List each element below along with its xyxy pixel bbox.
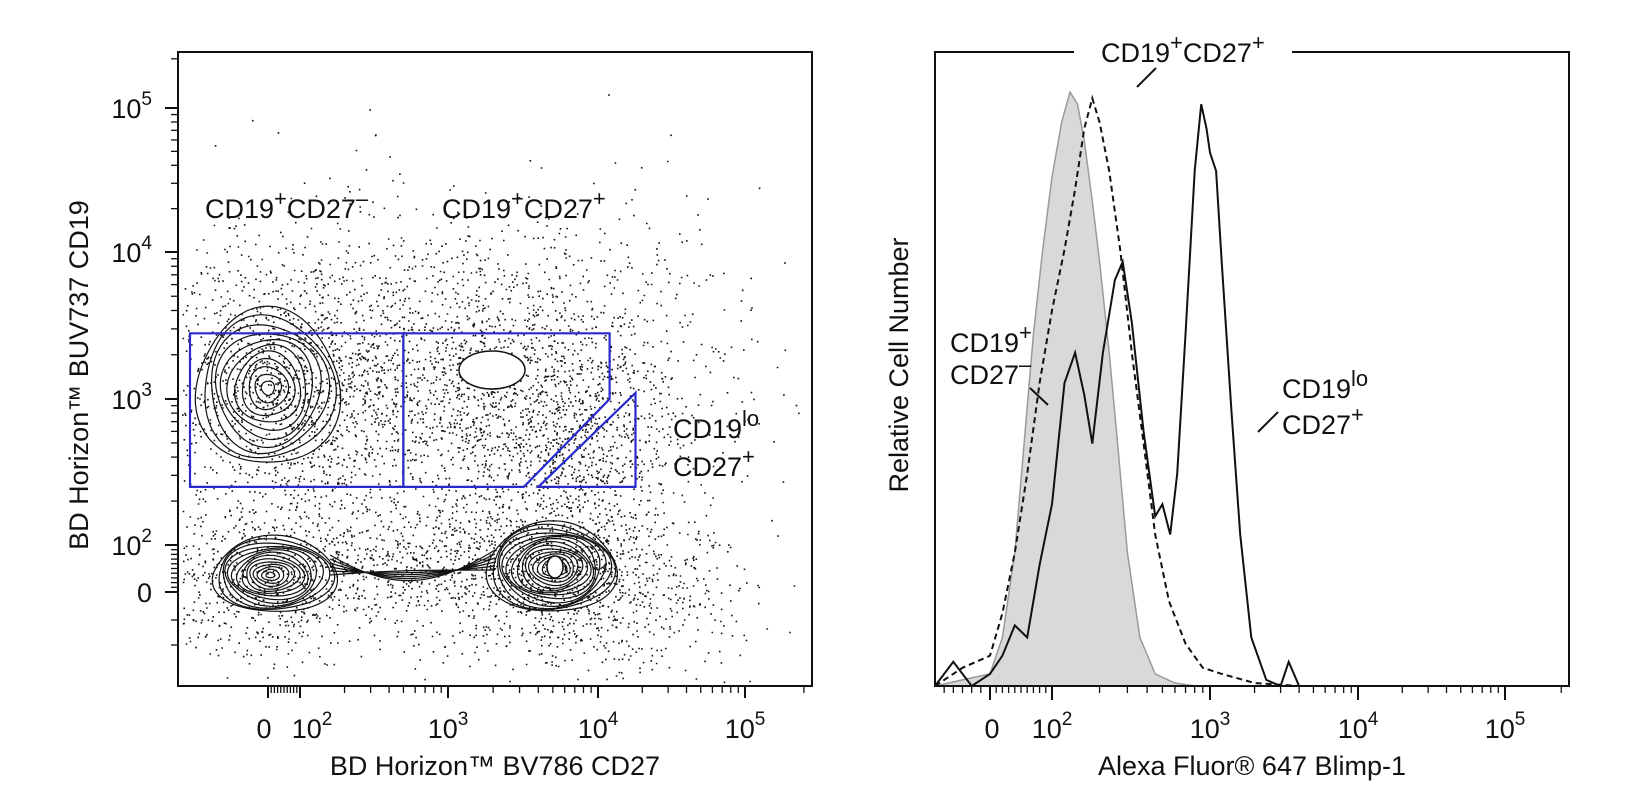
annotation-line: CD19+CD27+ bbox=[442, 186, 606, 224]
contour-cd19neg-cd27neg bbox=[230, 549, 312, 601]
dot-plot-y-tick-label: 103 bbox=[111, 380, 152, 415]
dot-plot-x-tick-label: 103 bbox=[428, 709, 469, 744]
dot-plot-x-tick-label: 105 bbox=[725, 709, 766, 744]
contour-cd19pos-cd27pos-core bbox=[458, 350, 526, 390]
dot-plot-label-cd19pos-cd27pos: CD19+CD27+ bbox=[442, 186, 606, 224]
contour-cd19pos-cd27neg bbox=[210, 324, 331, 455]
contour-cd19neg-cd27neg bbox=[222, 542, 331, 609]
contour-cd19pos-cd27neg bbox=[254, 373, 283, 404]
annotation-line: CD19+CD27– bbox=[205, 186, 369, 224]
contour-cd19neg-cd27neg bbox=[218, 538, 336, 611]
contour-bridge bbox=[329, 569, 496, 576]
histogram-x-tick-label: 105 bbox=[1485, 709, 1526, 744]
histogram-label-cd19pos-cd27pos: CD19+CD27+ bbox=[1101, 30, 1265, 68]
contour-cd19pos-cd27neg bbox=[219, 339, 314, 441]
leader-line bbox=[1136, 67, 1157, 88]
contour-cd19neg-cd27neg bbox=[252, 563, 290, 588]
dot-plot-y-tick-label: 0 bbox=[137, 578, 152, 608]
contour-cd19pos-cd27neg bbox=[241, 357, 296, 417]
histogram-y-axis-label: Relative Cell Number bbox=[884, 237, 914, 492]
contour-cd19pos-cd27neg bbox=[194, 305, 342, 463]
contour-cd19neg-cd27pos bbox=[492, 523, 617, 611]
contour-bridge bbox=[329, 557, 496, 578]
contour-cd19neg-cd27neg bbox=[226, 547, 318, 605]
dot-plot-x-tick-label: 0 bbox=[256, 714, 271, 744]
contour-cd19neg-cd27neg bbox=[249, 561, 296, 590]
histogram-series bbox=[934, 90, 1314, 688]
contour-cd19neg-cd27pos bbox=[510, 537, 595, 596]
leader-line bbox=[1257, 411, 1279, 433]
annotation-line: CD19+ bbox=[950, 320, 1032, 358]
contour-cd19neg-cd27pos-core bbox=[546, 555, 564, 579]
contour-cd19neg-cd27neg bbox=[261, 568, 280, 581]
contour-cd19neg-cd27neg bbox=[246, 558, 301, 592]
annotation-line: CD27+ bbox=[1282, 402, 1364, 440]
contour-cd19neg-cd27neg bbox=[241, 554, 306, 594]
annotation-line: CD19lo bbox=[673, 406, 759, 444]
contour-cd19pos-cd27neg bbox=[214, 333, 322, 449]
histogram-panel: 0 102 103 104 105 Alexa Fluor® 647 Blimp-1 R… bbox=[884, 30, 1570, 781]
histogram-x-tick-label: 102 bbox=[1032, 709, 1073, 744]
dot-plot-y-tick-label: 105 bbox=[111, 89, 152, 124]
histogram-series-dashed bbox=[934, 94, 1300, 687]
dot-plot-y-tick-label: 104 bbox=[111, 233, 152, 268]
dot-plot-x-ticks: 0 102 103 104 105 bbox=[256, 686, 805, 744]
annotation-line: CD27+ bbox=[673, 444, 755, 482]
contour-cd19pos-cd27neg bbox=[248, 366, 290, 411]
contour-cd19neg-cd27neg bbox=[265, 571, 276, 579]
annotation-line: CD27– bbox=[950, 352, 1032, 390]
dot-plot-x-tick-label: 104 bbox=[578, 709, 619, 744]
contour-cd19neg-cd27pos bbox=[501, 534, 601, 604]
contour-cd19neg-cd27pos bbox=[498, 532, 607, 607]
histogram-x-tick-label: 103 bbox=[1190, 709, 1231, 744]
contour-cd19neg-cd27pos bbox=[485, 520, 618, 612]
histogram-x-tick-label: 104 bbox=[1338, 709, 1379, 744]
contour-bridge bbox=[329, 549, 496, 582]
gate-1 bbox=[402, 332, 611, 488]
contour-cd19pos-cd27neg bbox=[204, 314, 337, 459]
contour-bridge bbox=[329, 553, 496, 580]
contour-cd19pos-cd27neg bbox=[226, 343, 307, 432]
contour-cd19neg-cd27neg bbox=[256, 566, 285, 584]
contour-cd19pos-cd27neg bbox=[233, 350, 302, 423]
histogram-title-gap bbox=[1074, 44, 1292, 60]
dot-plot-frame bbox=[177, 51, 813, 687]
dot-plot-label-cd19pos-cd27neg: CD19+CD27– bbox=[205, 186, 369, 224]
histogram-series-solid bbox=[934, 103, 1314, 688]
contour-cd19neg-cd27neg bbox=[236, 551, 309, 597]
gate-2 bbox=[535, 390, 637, 488]
histogram-x-tick-label: 0 bbox=[984, 714, 999, 744]
histogram-x-axis-label: Alexa Fluor® 647 Blimp-1 bbox=[1098, 751, 1406, 781]
dot-plot-y-axis-label: BD Horizon™ BUV737 CD19 bbox=[64, 200, 94, 550]
dot-plot-y-ticks: 0 102 103 104 105 bbox=[111, 58, 178, 646]
contour-cd19neg-cd27neg bbox=[224, 545, 325, 607]
dot-plot-contours bbox=[194, 305, 618, 612]
contour-cd19neg-cd27pos bbox=[536, 555, 571, 580]
contour-cd19neg-cd27pos bbox=[524, 548, 584, 590]
annotation-line: CD19+CD27+ bbox=[1101, 30, 1265, 68]
leader-line bbox=[1029, 387, 1049, 406]
dot-plot-x-tick-label: 102 bbox=[292, 709, 333, 744]
dot-plot-x-axis-label: BD Horizon™ BV786 CD27 bbox=[330, 751, 660, 781]
histogram-label-cd19pos-cd27neg: CD19+CD27– bbox=[950, 320, 1032, 390]
contour-cd19neg-cd27pos bbox=[516, 540, 592, 594]
contour-bridge bbox=[329, 561, 496, 576]
histogram-leader-lines bbox=[1029, 67, 1279, 433]
contour-cd19pos-cd27neg bbox=[260, 380, 275, 396]
dot-plot-gates bbox=[188, 332, 637, 488]
contour-cd19neg-cd27pos bbox=[497, 528, 613, 610]
histogram-x-ticks: 0 102 103 104 105 bbox=[943, 686, 1562, 744]
contour-cd19neg-cd27neg bbox=[211, 534, 339, 612]
contour-cd19neg-cd27pos bbox=[505, 535, 597, 600]
contour-cd19neg-cd27pos bbox=[527, 551, 579, 587]
annotation-line: CD19lo bbox=[1282, 366, 1368, 404]
dot-plot-panel: 0 102 103 104 105 0 102 103 104 105 BD Horizon™ … bbox=[64, 51, 813, 781]
dot-plot-y-tick-label: 102 bbox=[111, 526, 152, 561]
contour-cd19neg-cd27pos bbox=[521, 544, 589, 592]
contour-bridge bbox=[329, 565, 496, 574]
contour-cd19neg-cd27pos bbox=[532, 553, 574, 583]
